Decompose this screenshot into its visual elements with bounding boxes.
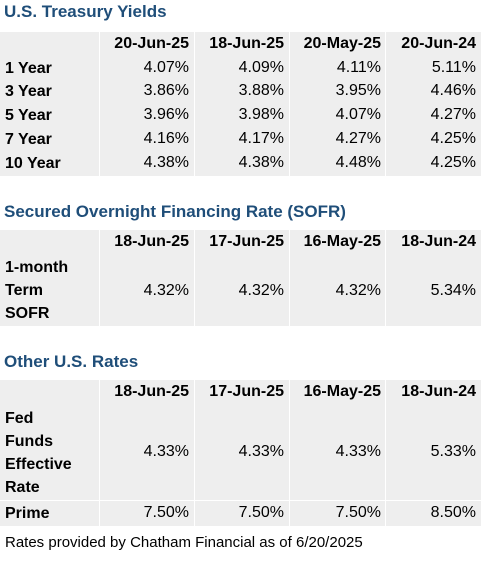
row-label: 3 Year	[5, 83, 52, 100]
grid-line	[194, 380, 195, 526]
sofr-title: Secured Overnight Financing Rate (SOFR)	[4, 202, 346, 221]
cell-value: 5.33%	[430, 443, 476, 460]
treasury-col-header: 18-Jun-25	[209, 35, 284, 52]
other-title-row: Other U.S. Rates	[0, 350, 481, 380]
cell-value: 4.27%	[335, 130, 381, 147]
sofr-title-row: Secured Overnight Financing Rate (SOFR)	[0, 200, 481, 230]
row-label: 1 Year	[5, 60, 52, 77]
grid-line	[385, 32, 386, 176]
grid-line	[385, 380, 386, 526]
row-label: 5 Year	[5, 107, 52, 124]
grid-line	[194, 32, 195, 176]
treasury-col-header: 20-Jun-24	[401, 35, 476, 52]
sofr-col-header: 16-May-25	[303, 233, 381, 250]
cell-value: 7.50%	[335, 504, 381, 521]
sofr-header-row: 18-Jun-25 17-Jun-25 16-May-25 18-Jun-24	[0, 230, 481, 254]
other-col-header: 18-Jun-24	[401, 383, 476, 400]
grid-line	[385, 230, 386, 326]
cell-value: 8.50%	[430, 504, 476, 521]
cell-value: 5.11%	[431, 59, 476, 76]
cell-value: 4.48%	[335, 154, 381, 171]
row-label: 10 Year	[5, 155, 61, 172]
treasury-title-row: U.S. Treasury Yields	[0, 0, 481, 32]
table-row: 1-month Term SOFR 4.32% 4.32% 4.32% 5.34…	[0, 254, 481, 326]
sofr-col-header: 18-Jun-25	[114, 233, 189, 250]
cell-value: 4.16%	[143, 130, 189, 147]
treasury-title: U.S. Treasury Yields	[4, 2, 167, 21]
sofr-col-header: 17-Jun-25	[209, 233, 284, 250]
cell-value: 4.33%	[143, 443, 189, 460]
grid-line	[99, 32, 100, 176]
cell-value: 4.32%	[143, 282, 189, 299]
other-col-header: 16-May-25	[303, 383, 381, 400]
cell-value: 3.88%	[238, 82, 284, 99]
row-label: SOFR	[5, 305, 50, 322]
row-label: Rate	[5, 479, 40, 496]
footer-note: Rates provided by Chatham Financial as o…	[5, 534, 363, 551]
row-label: Effective	[5, 456, 72, 473]
table-row: Fed Funds Effective Rate 4.33% 4.33% 4.3…	[0, 405, 481, 500]
cell-value: 4.32%	[238, 282, 284, 299]
grid-line	[99, 380, 100, 526]
cell-value: 4.11%	[336, 59, 381, 76]
cell-value: 4.33%	[335, 443, 381, 460]
row-label: Term	[5, 282, 43, 299]
cell-value: 4.25%	[430, 130, 476, 147]
grid-line	[194, 230, 195, 326]
cell-value: 4.46%	[430, 82, 476, 99]
grid-line	[99, 230, 100, 326]
row-label: 7 Year	[5, 131, 52, 148]
cell-value: 4.27%	[430, 106, 476, 123]
footer-row: Rates provided by Chatham Financial as o…	[0, 526, 481, 562]
row-label: Prime	[5, 505, 50, 522]
row-label: Fed	[5, 410, 34, 427]
cell-value: 7.50%	[143, 504, 189, 521]
cell-value: 3.96%	[143, 106, 189, 123]
cell-value: 4.25%	[430, 154, 476, 171]
cell-value: 7.50%	[238, 504, 284, 521]
other-col-header: 18-Jun-25	[114, 383, 189, 400]
cell-value: 3.95%	[335, 82, 381, 99]
cell-value: 3.98%	[238, 106, 284, 123]
treasury-header-row: 20-Jun-25 18-Jun-25 20-May-25 20-Jun-24	[0, 32, 481, 56]
cell-value: 4.17%	[238, 130, 284, 147]
other-title: Other U.S. Rates	[4, 352, 139, 371]
grid-line	[289, 230, 290, 326]
row-label: 1-month	[5, 259, 69, 276]
cell-value: 4.09%	[238, 59, 284, 76]
cell-value: 4.32%	[335, 282, 381, 299]
cell-value: 3.86%	[143, 82, 189, 99]
table-row: Prime 7.50% 7.50% 7.50% 8.50%	[0, 501, 481, 526]
treasury-col-header: 20-May-25	[303, 35, 381, 52]
sofr-col-header: 18-Jun-24	[401, 233, 476, 250]
cell-value: 4.38%	[238, 154, 284, 171]
other-header-row: 18-Jun-25 17-Jun-25 16-May-25 18-Jun-24	[0, 380, 481, 405]
other-col-header: 17-Jun-25	[209, 383, 284, 400]
grid-line	[289, 380, 290, 526]
cell-value: 4.07%	[143, 59, 189, 76]
treasury-body: 1 Year 4.07% 4.09% 4.11% 5.11% 3 Year 3.…	[0, 56, 481, 176]
treasury-col-header: 20-Jun-25	[114, 35, 189, 52]
row-label: Funds	[5, 433, 53, 450]
cell-value: 4.07%	[335, 106, 381, 123]
grid-line	[289, 32, 290, 176]
cell-value: 4.33%	[238, 443, 284, 460]
cell-value: 4.38%	[143, 154, 189, 171]
cell-value: 5.34%	[430, 282, 476, 299]
